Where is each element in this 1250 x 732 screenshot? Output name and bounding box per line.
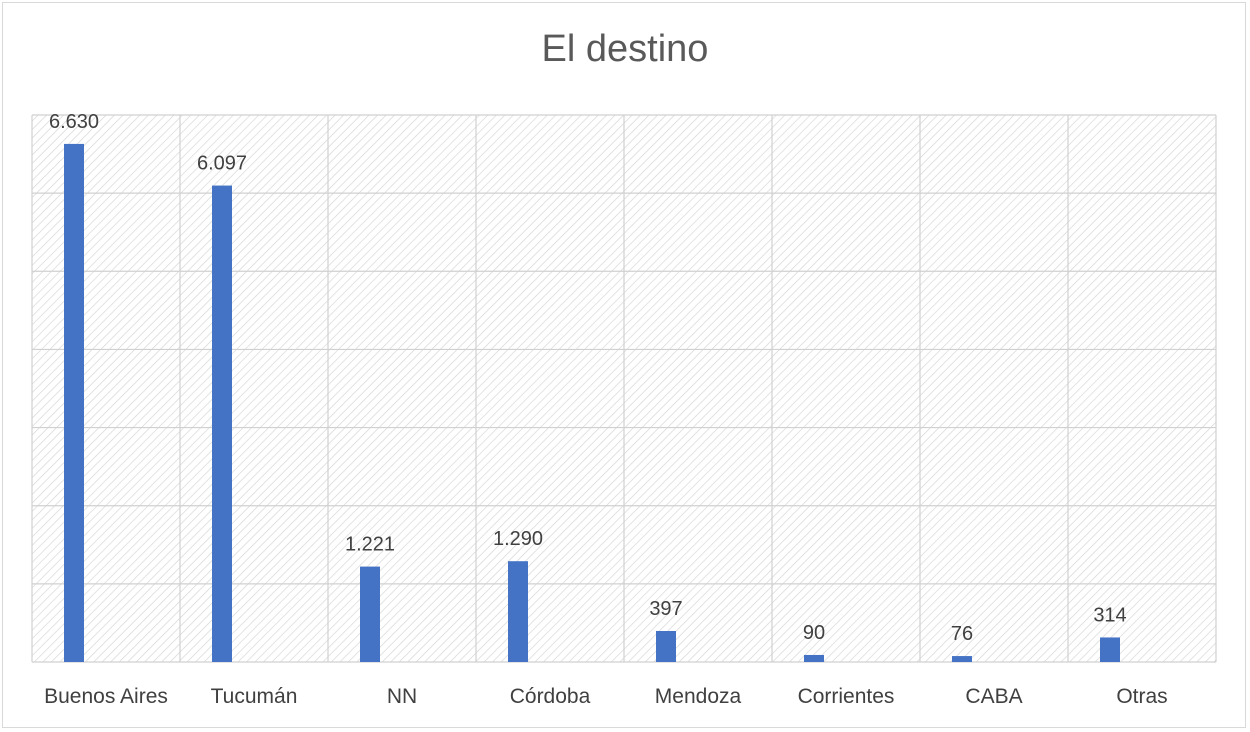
value-label: 76 [951,623,973,645]
value-label: 90 [803,622,825,644]
chart-title: El destino [541,28,709,70]
bar [508,561,528,662]
category-label: Otras [1116,685,1167,708]
bar [952,656,972,662]
category-label: Mendoza [655,685,742,708]
bar [1100,637,1120,662]
bar [656,630,676,662]
bar [212,185,232,663]
category-label: NN [387,685,417,708]
category-label: Tucumán [211,685,298,708]
category-label: Buenos Aires [44,685,168,708]
value-label: 6.097 [197,153,247,175]
category-label: CABA [965,685,1022,708]
vertical-gridlines [31,115,1217,662]
value-label: 314 [1093,604,1126,626]
bar [360,566,380,662]
value-labels: 6.630 6.097 1.221 1.290 397 90 76 314 [49,111,1127,645]
value-label: 1.290 [493,528,543,550]
category-labels: Buenos Aires Tucumán NN Córdoba Mendoza Corri… [44,685,1168,708]
bar [64,143,84,663]
value-label: 6.630 [49,111,99,133]
bars [64,143,1120,663]
value-label: 397 [649,598,682,620]
category-label: Córdoba [510,685,591,708]
bar [804,654,824,662]
category-label: Corrientes [798,685,895,708]
value-label: 1.221 [345,534,395,556]
